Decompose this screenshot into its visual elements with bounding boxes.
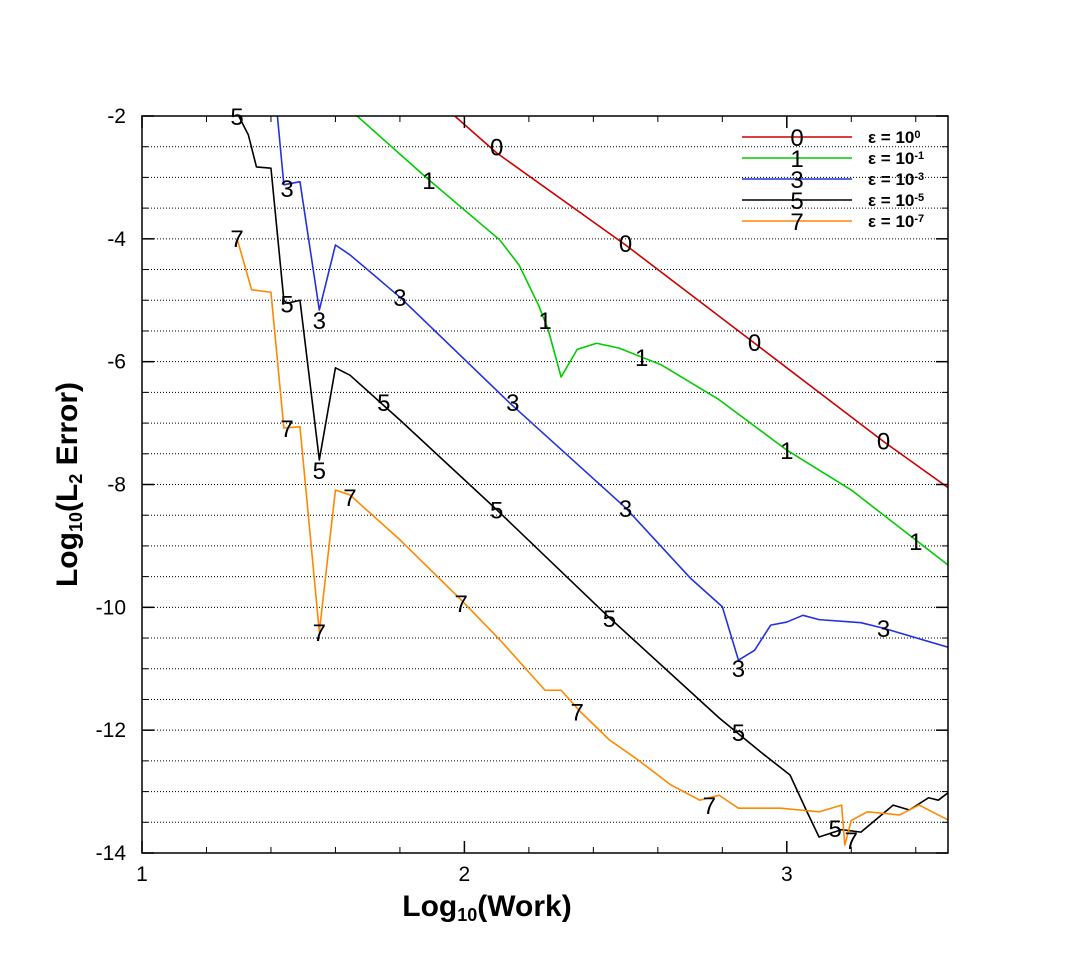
series-symbol: 3 — [393, 285, 406, 312]
y-tick-label: -8 — [107, 474, 126, 497]
y-axis-label-part: (L — [51, 484, 84, 512]
legend-symbol: 0 — [790, 125, 803, 152]
series-symbol: 1 — [538, 308, 551, 335]
series-symbol: 3 — [732, 656, 745, 683]
legend-symbol: 3 — [790, 167, 803, 194]
legend-name: ε = 10 — [868, 149, 914, 168]
legend-exponent: -7 — [914, 213, 924, 225]
y-tick-label: -4 — [107, 228, 126, 251]
legend-name: ε = 10 — [868, 212, 914, 231]
series-symbol: 7 — [571, 700, 584, 727]
series-symbol: 7 — [313, 620, 326, 647]
legend-label: ε = 10-5 — [868, 191, 924, 210]
series-line — [236, 238, 948, 846]
series-symbol: 5 — [377, 390, 390, 417]
legend-symbol: 1 — [790, 146, 803, 173]
legend-label: ε = 10-1 — [868, 149, 924, 168]
series-symbol: 3 — [506, 390, 519, 417]
series-symbol: 7 — [280, 416, 293, 443]
x-axis-label: Log10(Work) — [402, 890, 571, 925]
series-symbol: 5 — [313, 458, 326, 485]
series-symbol: 7 — [845, 828, 858, 855]
series-symbol: 5 — [828, 816, 841, 843]
series-symbol: 5 — [280, 291, 293, 318]
series-symbol: 7 — [703, 793, 716, 820]
legend-label: ε = 10-3 — [868, 170, 924, 189]
axes: -14-12-10-8-6-4-21 2 3Log10(Work)Log10(L2 … — [51, 105, 948, 925]
x-axis-label-part: (Work) — [477, 890, 571, 923]
legend-name: ε = 10 — [868, 191, 914, 210]
series-symbol: 7 — [454, 591, 467, 618]
series-symbol: 0 — [748, 330, 761, 357]
legend-exponent: -5 — [914, 192, 924, 204]
x-tick-label: 1 — [136, 863, 148, 886]
legend-symbol: 7 — [790, 209, 803, 236]
series-line — [276, 116, 948, 661]
series-symbol: 3 — [313, 308, 326, 335]
y-axis-label: Log10(L2 Error) — [51, 382, 86, 587]
legend-label: ε = 100 — [868, 128, 920, 147]
legend-label: ε = 10-7 — [868, 212, 924, 231]
y-axis-label-part: 10 — [66, 512, 86, 532]
series-symbol: 1 — [780, 438, 793, 465]
series-symbol: 7 — [230, 226, 243, 253]
series-line — [238, 116, 948, 838]
y-tick-label: -12 — [96, 719, 126, 742]
series-line — [454, 116, 948, 489]
series-symbol: 5 — [230, 104, 243, 131]
y-tick-label: -6 — [107, 351, 126, 374]
legend-exponent: 0 — [914, 129, 920, 141]
legend-symbol: 5 — [790, 188, 803, 215]
x-tick-label: 3 — [781, 863, 793, 886]
y-tick-label: -10 — [96, 596, 126, 619]
legend-exponent: -1 — [914, 150, 924, 162]
x-tick-label: 2 — [459, 863, 471, 886]
y-axis-label-part: Log — [51, 532, 84, 587]
y-tick-label: -14 — [96, 842, 127, 865]
series-symbol: 5 — [603, 606, 616, 633]
series-line — [356, 116, 948, 566]
series-symbol: 0 — [877, 428, 890, 455]
legend-name: ε = 10 — [868, 128, 914, 147]
series-symbol: 3 — [619, 496, 632, 523]
series-symbol: 5 — [732, 720, 745, 747]
series-symbol: 0 — [619, 231, 632, 258]
series-symbol: 0 — [490, 135, 503, 162]
series-symbol: 1 — [635, 345, 648, 372]
legend-name: ε = 10 — [868, 170, 914, 189]
plot-area — [236, 116, 948, 846]
x-axis-label-part: Log — [402, 890, 457, 923]
series-symbol: 5 — [490, 498, 503, 525]
series-symbol: 1 — [909, 529, 922, 556]
series-symbol: 1 — [422, 168, 435, 195]
y-axis-label-part: Error) — [51, 382, 84, 474]
series-symbol: 3 — [280, 176, 293, 203]
y-tick-label: -2 — [107, 105, 126, 128]
series-symbol: 3 — [877, 616, 890, 643]
x-axis-label-part: 10 — [457, 905, 477, 925]
y-axis-label-part: 2 — [66, 474, 86, 484]
legend-exponent: -3 — [914, 171, 924, 183]
series-symbol: 7 — [343, 485, 356, 512]
